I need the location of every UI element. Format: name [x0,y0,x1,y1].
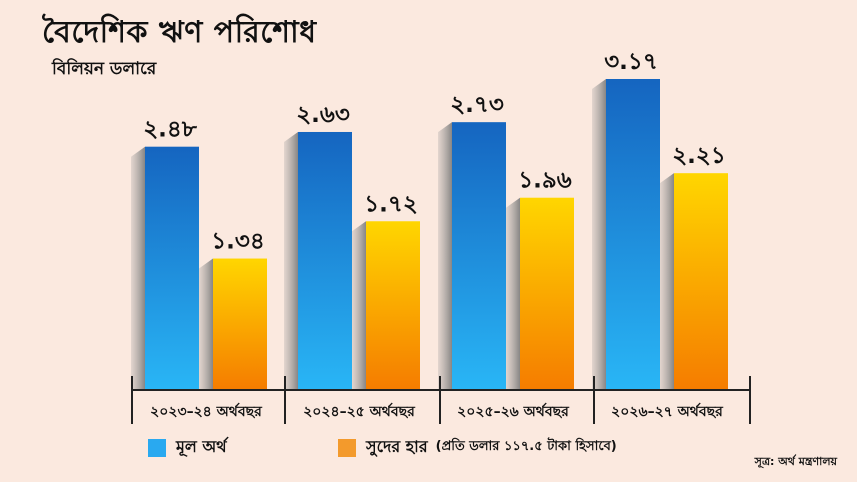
bar-interest [213,258,267,390]
source-credit: সূত্র: অর্থ মন্ত্রণালয় [754,455,837,468]
bar-principal [452,122,506,391]
value-label-principal: ২.৪৮ [143,117,198,143]
legend-label-principal: মূল অর্থ [176,437,227,456]
category-label: ২০২৩–২৪ অর্থবছর [150,402,263,420]
bar-shadow [660,173,674,390]
bar-interest [520,197,574,390]
category-label: ২০২৬–২৭ অর্থবছর [611,402,724,420]
legend-swatch-interest [338,438,356,457]
bar-principal [298,131,352,391]
legend-label-interest: সুদের হার [366,437,428,456]
value-label-interest: ১.৯৬ [518,168,572,194]
value-label-interest: ১.৭২ [364,191,418,217]
bar-shadow [131,146,145,390]
value-label-interest: ১.৩৪ [211,229,265,255]
legend-swatch-principal [148,438,166,457]
legend-note: (প্রতি ডলার ১১৭.৫ টাকা হিসাবে) [435,439,617,454]
value-label-principal: ২.৬৩ [296,102,350,128]
chart-subtitle: বিলিয়ন ডলারে [52,59,157,79]
legend-interest: সুদের হার (প্রতি ডলার ১১৭.৫ টাকা হিসাবে) [338,434,617,461]
category-label: ২০২৫–২৬ অর্থবছর [457,402,570,420]
value-label-interest: ২.২১ [672,143,726,169]
value-label-principal: ২.৭৩ [450,92,504,118]
bar-shadow [506,197,520,390]
category-label: ২০২৪–২৫ অর্থবছর [303,402,416,420]
bar-shadow [284,131,298,391]
bar-shadow [438,122,452,391]
bar-shadow [592,79,606,390]
bar-shadow [352,221,366,390]
bar-principal [606,79,660,390]
bar-principal [145,146,199,390]
bar-interest [674,173,728,390]
chart-title: বৈদেশিক ঋণ পরিশোধ [42,15,317,50]
value-label-principal: ৩.১৭ [604,49,658,75]
bar-shadow [199,258,213,390]
bar-interest [366,221,420,390]
legend-principal: মূল অর্থ [148,434,227,461]
